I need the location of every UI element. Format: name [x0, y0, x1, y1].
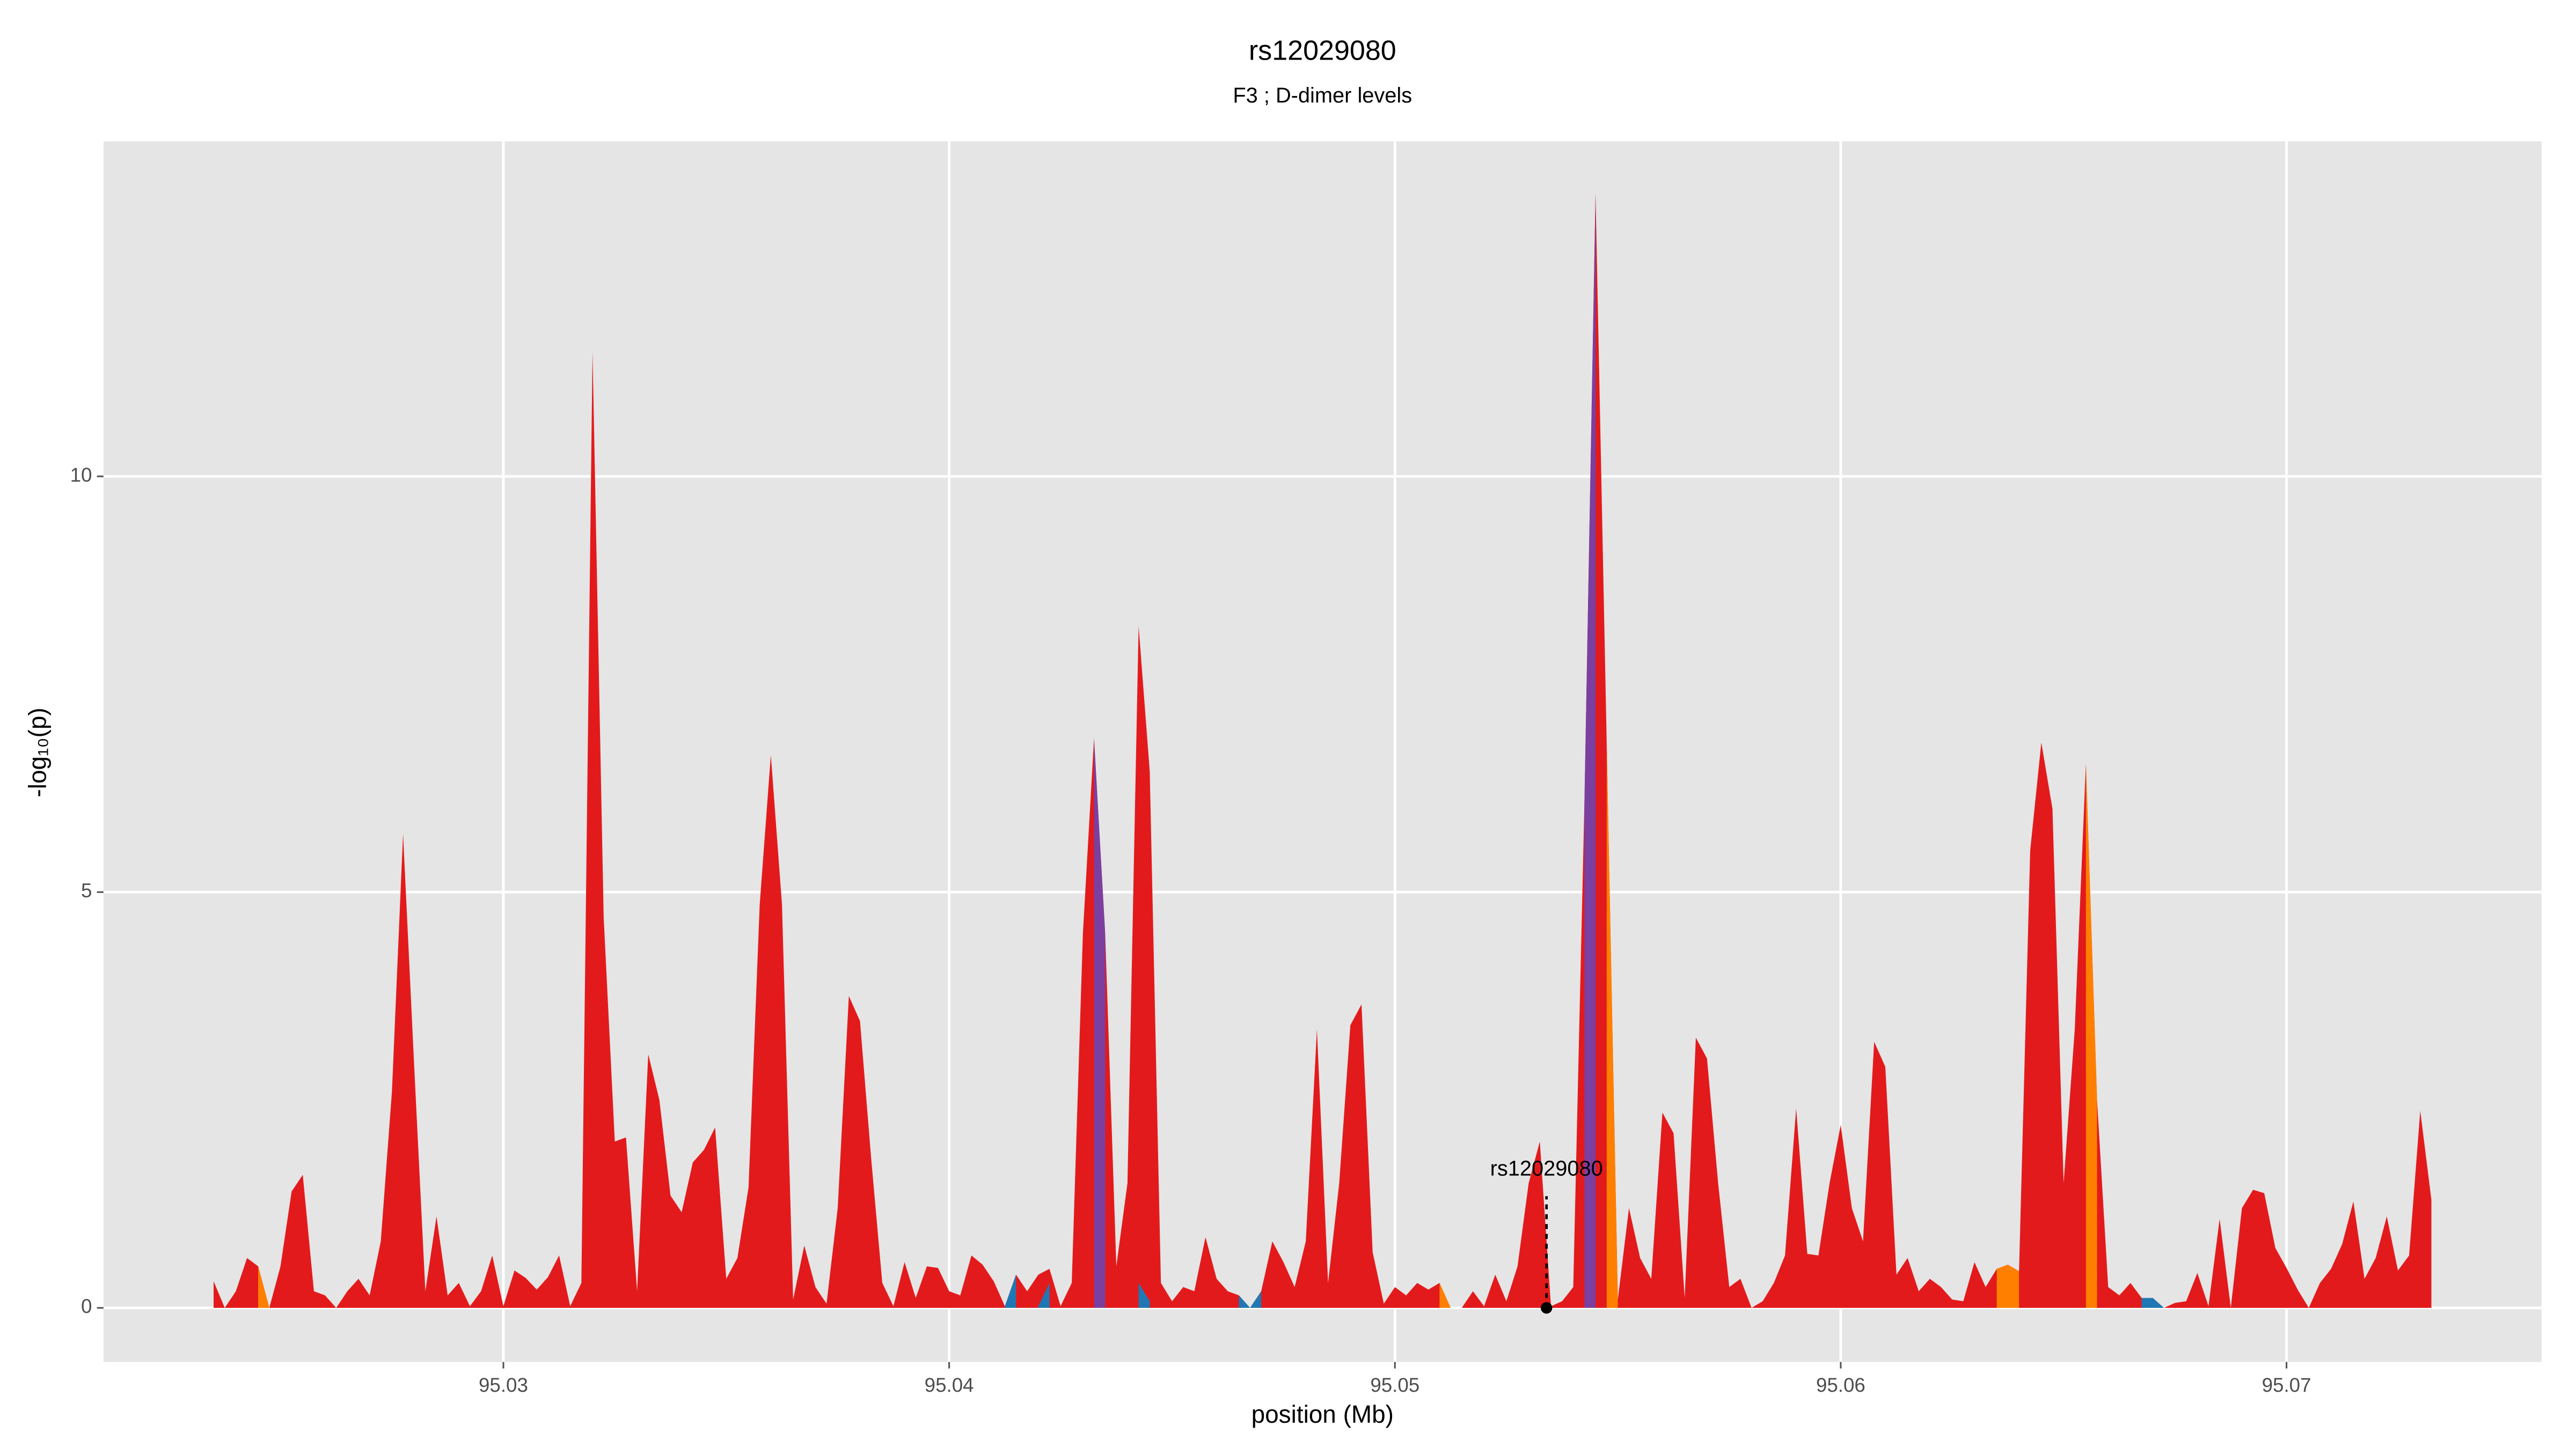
area [1996, 1264, 2019, 1308]
area [1138, 1283, 1150, 1308]
y-tick-label: 0 [81, 1296, 92, 1318]
chart-title: rs12029080 [1249, 35, 1396, 67]
area [1584, 193, 1596, 1308]
x-tick-label: 95.06 [1816, 1374, 1865, 1396]
y-axis-label: -log₁₀(p) [24, 707, 52, 797]
area [1239, 1291, 1262, 1308]
chart-subtitle: F3 ; D-dimer levels [1233, 84, 1412, 107]
area [2085, 763, 2097, 1308]
area [1038, 1283, 1050, 1308]
y-tick-label: 5 [81, 880, 92, 902]
area [1005, 1275, 1016, 1308]
x-tick-label: 95.07 [2262, 1374, 2311, 1396]
y-tick-label: 10 [70, 464, 92, 486]
area [2141, 1298, 2164, 1308]
area [1606, 742, 1618, 1308]
area [1094, 738, 1106, 1308]
annotation-label: rs12029080 [1490, 1157, 1603, 1180]
x-tick-label: 95.04 [925, 1374, 974, 1396]
area [258, 1266, 269, 1308]
x-axis-label: position (Mb) [1252, 1400, 1394, 1428]
x-tick-label: 95.05 [1370, 1374, 1419, 1396]
area [214, 193, 2432, 1308]
x-tick-label: 95.03 [479, 1374, 528, 1396]
annotation-point [1540, 1302, 1553, 1314]
